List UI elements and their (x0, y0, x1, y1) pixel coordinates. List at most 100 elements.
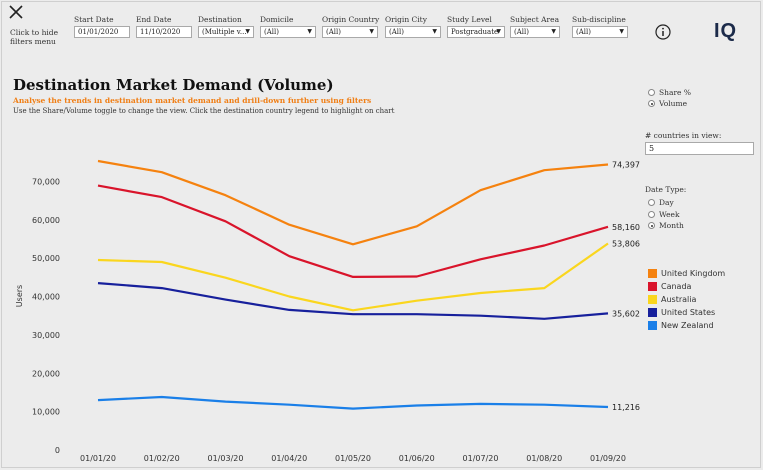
chevron-down-icon: ▼ (432, 28, 437, 35)
data-label: 11,216 (612, 403, 640, 412)
data-label: 74,397 (612, 161, 640, 170)
filter-label: Sub-discipline (572, 15, 626, 24)
legend-swatch (648, 282, 657, 291)
radio-week[interactable] (648, 211, 655, 218)
filter-start-date: Start Date 01/01/2020 (74, 15, 130, 38)
filter-dropdown[interactable]: (All) ▼ (510, 26, 560, 38)
hide-filters-label[interactable]: Click to hide filters menu (10, 28, 59, 46)
legend-label: Australia (661, 295, 697, 304)
series-line-new-zealand[interactable] (97, 395, 609, 410)
filter-dropdown[interactable]: Postgraduate ▼ (447, 26, 505, 38)
legend-label: New Zealand (661, 321, 714, 330)
y-tick-label: 60,000 (32, 216, 60, 225)
filter-value: (All) (389, 28, 404, 36)
countries-input[interactable]: 5 (645, 142, 754, 155)
filter-value: (Multiple v... (202, 28, 247, 36)
x-tick-label: 01/08/20 (526, 454, 562, 463)
series-line-australia[interactable] (97, 242, 609, 312)
legend-item-new-zealand[interactable]: New Zealand (648, 321, 714, 330)
filter-value: 11/10/2020 (140, 28, 181, 36)
legend-item-canada[interactable]: Canada (648, 282, 691, 291)
filter-value: (All) (264, 28, 279, 36)
page-subtitle: Analyse the trends in destination market… (13, 96, 372, 105)
series-line-united-kingdom[interactable] (97, 159, 609, 246)
filter-end-date: End Date 11/10/2020 (136, 15, 192, 38)
filter-label: Start Date (74, 15, 114, 24)
y-tick-label: 20,000 (32, 369, 60, 378)
legend-swatch (648, 308, 657, 317)
filter-label: Origin City (385, 15, 427, 24)
filter-subject-area: Subject Area (All) ▼ (510, 15, 560, 38)
view-option-share[interactable]: Share % (648, 88, 691, 97)
filter-domicile: Domicile (All) ▼ (260, 15, 316, 38)
filter-date-input[interactable]: 11/10/2020 (136, 26, 192, 38)
filter-origin-country: Origin Country (All) ▼ (322, 15, 380, 38)
chevron-down-icon: ▼ (245, 28, 250, 35)
filter-value: 01/01/2020 (78, 28, 119, 36)
x-tick-label: 01/03/20 (208, 454, 244, 463)
y-tick-label: 0 (55, 446, 60, 455)
filter-dropdown[interactable]: (All) ▼ (322, 26, 378, 38)
info-icon[interactable] (655, 24, 671, 40)
x-tick-label: 01/04/20 (271, 454, 307, 463)
filter-dropdown[interactable]: (Multiple v... ▼ (198, 26, 254, 38)
view-option-volume[interactable]: Volume (648, 99, 687, 108)
date-type-day[interactable]: Day (648, 198, 674, 207)
legend-item-united-states[interactable]: United States (648, 308, 715, 317)
legend-swatch (648, 295, 657, 304)
date-type-month[interactable]: Month (648, 221, 684, 230)
radio-share[interactable] (648, 89, 655, 96)
radio-day[interactable] (648, 199, 655, 206)
page-title: Destination Market Demand (Volume) (13, 76, 334, 94)
date-type-week[interactable]: Week (648, 210, 680, 219)
filter-label: Subject Area (510, 15, 560, 24)
filter-value: (All) (576, 28, 591, 36)
date-type-label: Date Type: (645, 185, 687, 194)
chevron-down-icon: ▼ (307, 28, 312, 35)
filter-dropdown[interactable]: (All) ▼ (260, 26, 316, 38)
iq-logo: IQ (714, 20, 738, 42)
x-tick-label: 01/01/20 (80, 454, 116, 463)
filter-value: (All) (514, 28, 529, 36)
legend-item-united-kingdom[interactable]: United Kingdom (648, 269, 725, 278)
legend-label: United Kingdom (661, 269, 726, 278)
date-type-option-label: Month (659, 221, 684, 230)
filter-destination: Destination (Multiple v... ▼ (198, 15, 254, 38)
chevron-down-icon: ▼ (619, 28, 624, 35)
filter-dropdown[interactable]: (All) ▼ (385, 26, 441, 38)
filter-label: End Date (136, 15, 172, 24)
instructions-text: Use the Share/Volume toggle to change th… (13, 107, 395, 115)
date-type-option-label: Day (659, 198, 674, 207)
y-tick-label: 50,000 (32, 254, 60, 263)
y-tick-label: 40,000 (32, 293, 60, 302)
data-label: 58,160 (612, 223, 640, 232)
filter-label: Domicile (260, 15, 294, 24)
filter-value: (All) (326, 28, 341, 36)
series-line-united-states[interactable] (97, 282, 609, 320)
filter-date-input[interactable]: 01/01/2020 (74, 26, 130, 38)
x-tick-label: 01/07/20 (463, 454, 499, 463)
y-tick-label: 30,000 (32, 331, 60, 340)
filter-origin-city: Origin City (All) ▼ (385, 15, 441, 38)
x-tick-label: 01/05/20 (335, 454, 371, 463)
radio-volume[interactable] (648, 100, 655, 107)
legend-label: United States (661, 308, 716, 317)
x-tick-label: 01/06/20 (399, 454, 435, 463)
legend-swatch (648, 269, 657, 278)
chevron-down-icon: ▼ (551, 28, 556, 35)
series-line-canada[interactable] (97, 184, 609, 278)
y-tick-label: 10,000 (32, 408, 60, 417)
y-axis-label: Users (15, 285, 24, 307)
close-icon[interactable] (8, 4, 24, 20)
filter-dropdown[interactable]: (All) ▼ (572, 26, 628, 38)
filter-label: Origin Country (322, 15, 380, 24)
radio-month[interactable] (648, 222, 655, 229)
x-tick-label: 01/09/20 (590, 454, 626, 463)
filter-label: Destination (198, 15, 242, 24)
legend-item-australia[interactable]: Australia (648, 295, 696, 304)
data-label: 35,602 (612, 309, 640, 318)
filter-label: Study Level (447, 15, 492, 24)
view-option-label: Share % (659, 88, 691, 97)
